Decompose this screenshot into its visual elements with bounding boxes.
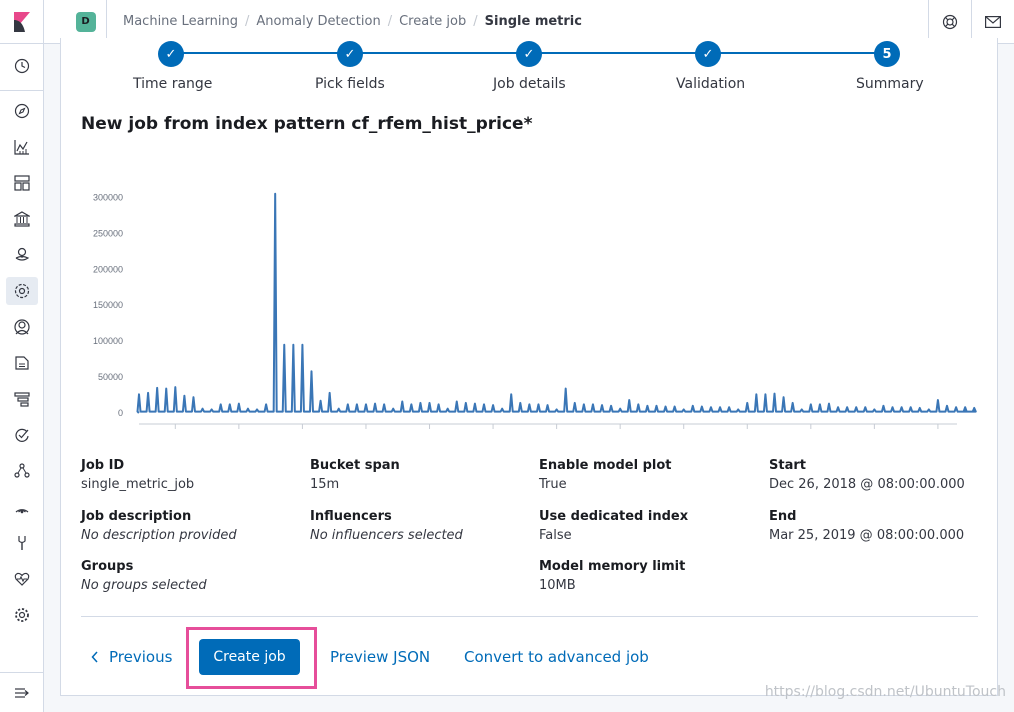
detail-value: False — [539, 528, 572, 543]
stack-monitoring-icon[interactable] — [6, 565, 38, 593]
graph-icon[interactable] — [6, 457, 38, 485]
detail-bucket-span: Bucket span 15m — [310, 458, 400, 492]
breadcrumb-separator: / — [387, 14, 393, 29]
detail-model-memory-limit: Model memory limit 10MB — [539, 559, 685, 593]
step-number: 5 — [874, 41, 900, 67]
detail-title: Bucket span — [310, 458, 400, 473]
step-check-icon: ✓ — [695, 41, 721, 67]
side-navigation — [0, 44, 44, 712]
help-button[interactable] — [928, 0, 971, 44]
breadcrumb-anomaly-detection[interactable]: Anomaly Detection — [256, 14, 381, 29]
mail-icon — [985, 16, 1001, 28]
collapse-menu-icon[interactable] — [6, 679, 38, 707]
detail-title: Job description — [81, 509, 192, 524]
watermark: https://blog.csdn.net/UbuntuTouch — [764, 684, 1006, 700]
help-icon — [942, 14, 958, 30]
y-tick-label: 50000 — [98, 372, 123, 382]
detail-value: True — [539, 477, 567, 492]
space-selector[interactable]: D — [65, 0, 107, 44]
management-gear-icon[interactable] — [6, 601, 38, 629]
detail-title: Enable model plot — [539, 458, 672, 473]
detail-value: No influencers selected — [310, 528, 463, 543]
breadcrumb-create-job[interactable]: Create job — [399, 14, 467, 29]
kibana-logo-icon — [13, 11, 30, 32]
detail-title: Groups — [81, 559, 134, 574]
discover-compass-icon[interactable] — [6, 97, 38, 125]
breadcrumb: Machine Learning / Anomaly Detection / C… — [123, 14, 582, 29]
breadcrumb-separator: / — [245, 14, 250, 29]
visualize-icon[interactable] — [6, 133, 38, 161]
y-tick-label: 150000 — [93, 300, 123, 310]
detail-value: 15m — [310, 477, 340, 492]
dashboard-icon[interactable] — [6, 169, 38, 197]
step-check-icon: ✓ — [158, 41, 184, 67]
machine-learning-icon[interactable] — [6, 277, 38, 305]
detail-title: Job ID — [81, 458, 125, 473]
divider — [81, 616, 978, 617]
detail-title: Use dedicated index — [539, 509, 689, 524]
page-title: New job from index pattern cf_rfem_hist_… — [81, 114, 533, 134]
series-line — [136, 192, 977, 414]
job-wizard-panel: ✓ Time range ✓ Pick fields ✓ Job details… — [60, 38, 998, 696]
convert-to-advanced-job-button[interactable]: Convert to advanced job — [464, 648, 649, 666]
detail-value: Mar 25, 2019 @ 08:00:00.000 — [769, 528, 965, 543]
dev-tools-icon[interactable] — [6, 529, 38, 557]
detail-value: single_metric_job — [81, 477, 195, 492]
y-tick-label: 300000 — [93, 192, 123, 202]
detail-value: 10MB — [539, 578, 576, 593]
detail-enable-model-plot: Enable model plot True — [539, 458, 672, 492]
detail-groups: Groups No groups selected — [81, 559, 207, 593]
detail-value: No description provided — [81, 528, 237, 543]
kibana-logo[interactable] — [0, 0, 44, 44]
monitoring-icon[interactable] — [6, 493, 38, 521]
y-tick-label: 0 — [118, 408, 123, 418]
previous-button[interactable]: Previous — [91, 648, 172, 666]
breadcrumb-single-metric: Single metric — [484, 14, 582, 29]
detail-job-description: Job description No description provided — [81, 509, 237, 543]
detail-title: Start — [769, 458, 806, 473]
detail-job-id: Job ID single_metric_job — [81, 458, 194, 492]
step-check-icon: ✓ — [337, 41, 363, 67]
canvas-icon[interactable] — [6, 205, 38, 233]
detail-influencers: Influencers No influencers selected — [310, 509, 463, 543]
detail-title: Influencers — [310, 509, 392, 524]
space-avatar: D — [75, 11, 96, 32]
detail-value: Dec 26, 2018 @ 08:00:00.000 — [769, 477, 965, 492]
create-job-button[interactable]: Create job — [199, 639, 300, 675]
preview-json-button[interactable]: Preview JSON — [330, 648, 431, 666]
maps-icon[interactable] — [6, 241, 38, 269]
detail-end: End Mar 25, 2019 @ 08:00:00.000 — [769, 509, 964, 543]
detail-title: End — [769, 509, 797, 524]
recently-viewed-clock-icon[interactable] — [6, 52, 38, 80]
step-label: Job details — [493, 76, 566, 92]
y-tick-label: 200000 — [93, 264, 123, 274]
previous-label: Previous — [109, 648, 173, 666]
detail-start: Start Dec 26, 2018 @ 08:00:00.000 — [769, 458, 965, 492]
breadcrumb-separator: / — [473, 14, 478, 29]
uptime-icon[interactable] — [6, 421, 38, 449]
event-rate-chart: 30000025000020000015000010000050000012-3… — [93, 192, 977, 429]
top-header: D Machine Learning / Anomaly Detection /… — [0, 0, 1014, 44]
apm-icon[interactable] — [6, 385, 38, 413]
detail-title: Model memory limit — [539, 559, 686, 574]
detail-value: No groups selected — [81, 578, 207, 593]
breadcrumb-machine-learning[interactable]: Machine Learning — [123, 14, 238, 29]
step-label: Pick fields — [315, 76, 385, 92]
y-tick-label: 250000 — [93, 228, 123, 238]
step-check-icon: ✓ — [516, 41, 542, 67]
step-label: Time range — [133, 76, 213, 92]
mail-button[interactable] — [971, 0, 1014, 44]
y-tick-label: 100000 — [93, 336, 123, 346]
create-job-highlight-box — [186, 627, 317, 689]
logs-icon[interactable] — [6, 349, 38, 377]
infrastructure-icon[interactable] — [6, 313, 38, 341]
step-label: Summary — [856, 76, 924, 92]
chevron-left-icon — [91, 651, 98, 663]
detail-dedicated-index: Use dedicated index False — [539, 509, 688, 543]
step-label: Validation — [676, 76, 746, 92]
